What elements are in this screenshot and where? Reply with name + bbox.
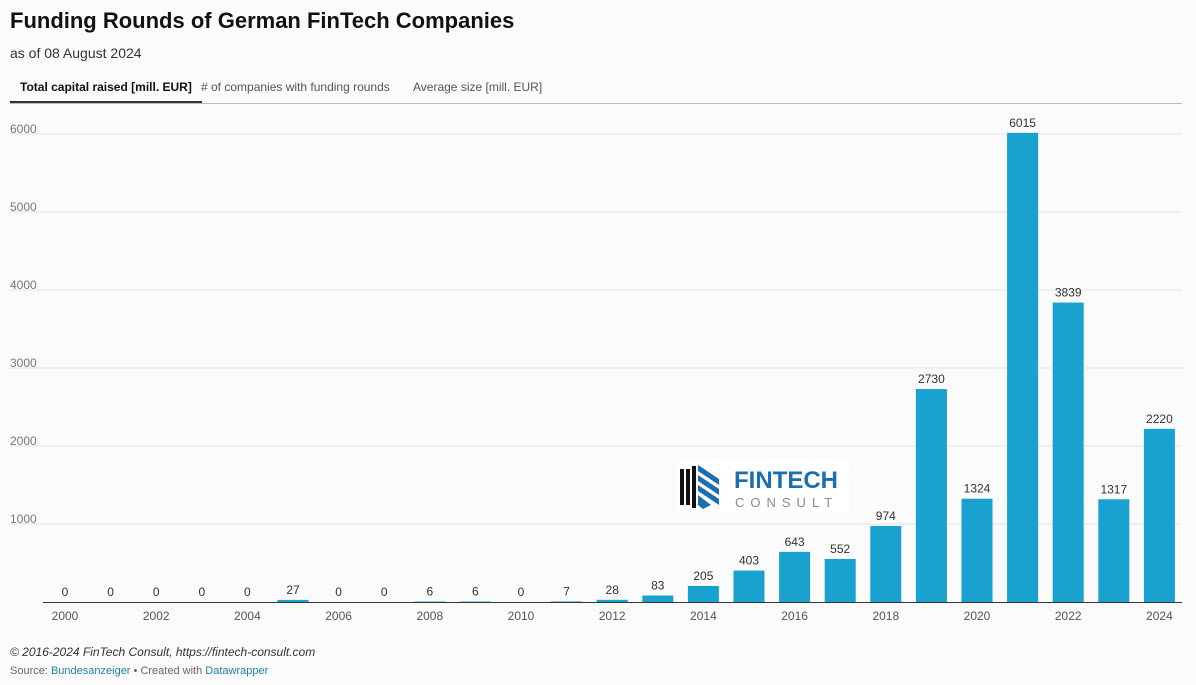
bar-2022 <box>1052 302 1084 602</box>
y-tick-label: 4000 <box>10 278 37 292</box>
bar-2019 <box>915 389 947 602</box>
x-tick-label: 2008 <box>416 609 443 623</box>
source-prefix: Source: <box>10 665 51 677</box>
data-label-2020: 1324 <box>964 482 991 496</box>
data-label-2005: 27 <box>286 583 300 597</box>
bar-2023 <box>1098 499 1130 602</box>
data-label-2012: 28 <box>606 583 620 597</box>
data-label-2013: 83 <box>651 579 665 593</box>
y-tick-label: 5000 <box>10 200 37 214</box>
bar-2021 <box>1007 132 1039 602</box>
logo-line2: CONSULT <box>735 495 838 510</box>
x-tick-label: 2006 <box>325 609 352 623</box>
data-label-2004: 0 <box>244 585 251 599</box>
data-label-2008: 6 <box>426 585 433 599</box>
copyright-note: © 2016-2024 FinTech Consult, https://fin… <box>10 645 316 659</box>
data-label-2019: 2730 <box>918 372 945 386</box>
data-label-2003: 0 <box>198 585 205 599</box>
bar-2013 <box>642 595 674 602</box>
bar-2014 <box>687 586 719 602</box>
data-label-2010: 0 <box>518 585 525 599</box>
chart-subtitle: as of 08 August 2024 <box>10 45 142 61</box>
data-label-2018: 974 <box>876 509 896 523</box>
bar-2005 <box>277 599 309 602</box>
x-tick-label: 2004 <box>234 609 261 623</box>
fintech-consult-logo: FINTECH CONSULT <box>677 461 849 513</box>
x-tick-label: 2022 <box>1055 609 1082 623</box>
bar-2011 <box>551 601 583 602</box>
logo-mark-icon <box>680 465 719 509</box>
y-tick-label: 2000 <box>10 434 37 448</box>
x-tick-label: 2018 <box>872 609 899 623</box>
bar-2020 <box>961 498 993 602</box>
data-label-2001: 0 <box>107 585 114 599</box>
chart-title: Funding Rounds of German FinTech Compani… <box>10 8 515 33</box>
data-label-2014: 205 <box>693 569 713 583</box>
datawrapper-link[interactable]: Datawrapper <box>205 665 269 677</box>
x-tick-label: 2012 <box>599 609 626 623</box>
x-tick-label: 2016 <box>781 609 808 623</box>
data-label-2023: 1317 <box>1100 482 1127 496</box>
source-link[interactable]: Bundesanzeiger <box>50 665 131 677</box>
tab-companies-count[interactable]: # of companies with funding rounds <box>201 80 390 94</box>
x-tick-label: 2010 <box>508 609 535 623</box>
data-label-2009: 6 <box>472 585 479 599</box>
bar-chart: 1000 2000 3000 4000 5000 6000 0 0 0 0 0 27 0 0 6 6 0 7 28 8… <box>10 116 1182 623</box>
data-label-2015: 403 <box>739 554 759 568</box>
source-line: Source: Bundesanzeiger • Created with Da… <box>10 665 268 677</box>
data-label-2017: 552 <box>830 542 850 556</box>
created-with-text: • Created with <box>130 665 206 677</box>
tab-average-size[interactable]: Average size [mill. EUR] <box>413 80 543 94</box>
x-tick-label: 2024 <box>1146 609 1173 623</box>
y-tick-label: 1000 <box>10 512 37 526</box>
bar-2016 <box>779 551 811 602</box>
x-tick-label: 2020 <box>964 609 991 623</box>
bar-2024 <box>1143 428 1175 602</box>
data-label-2024: 2220 <box>1146 412 1173 426</box>
data-label-2007: 0 <box>381 585 388 599</box>
data-label-2000: 0 <box>62 585 69 599</box>
data-label-2002: 0 <box>153 585 160 599</box>
bar-2015 <box>733 570 765 602</box>
x-tick-label: 2014 <box>690 609 717 623</box>
x-tick-label: 2002 <box>143 609 170 623</box>
bar-2012 <box>596 599 628 602</box>
bar-2018 <box>870 526 902 602</box>
tab-total-capital[interactable]: Total capital raised [mill. EUR] <box>10 72 202 103</box>
metric-tabs: Total capital raised [mill. EUR] # of co… <box>10 72 1182 104</box>
data-label-2022: 3839 <box>1055 286 1082 300</box>
y-tick-label: 3000 <box>10 356 37 370</box>
x-tick-label: 2000 <box>52 609 79 623</box>
data-label-2016: 643 <box>785 535 805 549</box>
bar-2017 <box>824 558 856 602</box>
logo-line1: FINTECH <box>734 467 838 494</box>
data-label-2011: 7 <box>563 584 570 598</box>
y-tick-label: 6000 <box>10 122 37 136</box>
data-label-2021: 6015 <box>1009 116 1036 130</box>
data-label-2006: 0 <box>335 585 342 599</box>
